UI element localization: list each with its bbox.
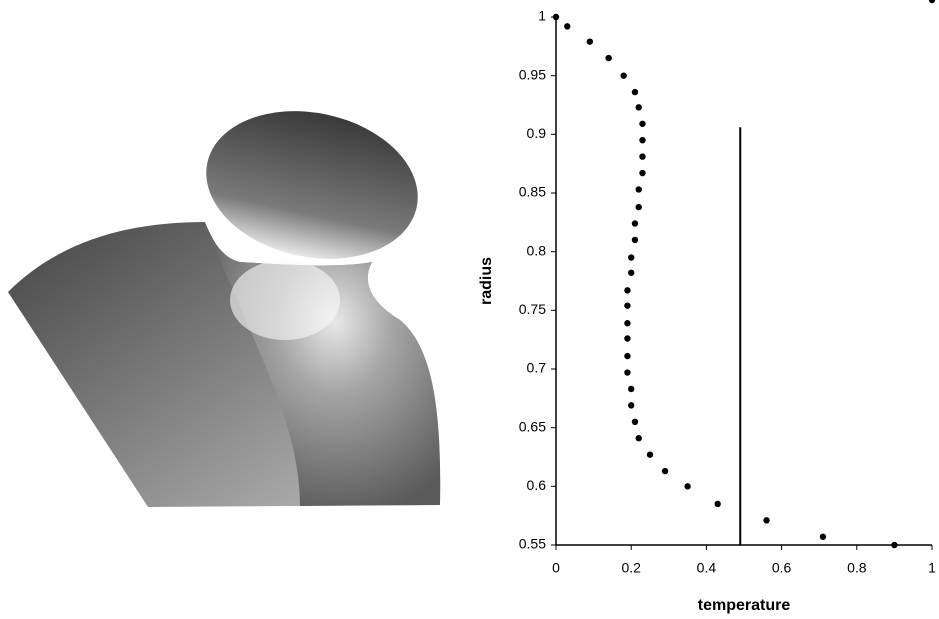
data-point — [632, 237, 638, 243]
data-point — [587, 38, 593, 44]
y-tick-label: 0.7 — [527, 360, 547, 376]
x-tick-label: 0.6 — [772, 560, 792, 576]
data-point — [628, 254, 634, 260]
y-tick-label: 0.9 — [527, 125, 547, 141]
figure: 0 0.2 0.4 0.6 0.8 1 0.55 0.6 0.65 0.7 0.75 0.8 0.85 0… — [0, 0, 939, 619]
x-tick-label: 0 — [552, 560, 560, 576]
data-point — [639, 170, 645, 176]
y-tick-label: 1 — [538, 8, 546, 24]
data-point — [684, 483, 690, 489]
data-point — [639, 121, 645, 127]
data-point — [636, 186, 642, 192]
y-tick-label: 0.95 — [519, 66, 546, 82]
data-point — [628, 402, 634, 408]
x-axis-title: temperature — [698, 597, 791, 614]
data-point — [564, 23, 570, 29]
data-point — [639, 137, 645, 143]
data-point — [624, 335, 630, 341]
data-point — [628, 386, 634, 392]
data-point — [820, 534, 826, 540]
y-tick-label: 0.6 — [527, 477, 547, 493]
data-point — [891, 542, 897, 548]
y-axis-title: radius — [478, 257, 495, 305]
data-point — [763, 517, 769, 523]
data-point — [620, 72, 626, 78]
y-tick-label: 0.75 — [519, 301, 546, 317]
y-tick-label: 0.65 — [519, 418, 546, 434]
data-point — [929, 0, 935, 3]
data-point — [624, 353, 630, 359]
data-point — [605, 55, 611, 61]
x-tick-label: 0.8 — [847, 560, 867, 576]
data-point — [647, 451, 653, 457]
y-tick-label: 0.55 — [519, 536, 546, 552]
data-point — [636, 435, 642, 441]
x-tick-label: 0.2 — [621, 560, 641, 576]
y-tick-label: 0.8 — [527, 242, 547, 258]
data-point — [639, 153, 645, 159]
data-point — [553, 14, 559, 20]
data-point — [632, 419, 638, 425]
data-point — [632, 89, 638, 95]
data-point — [636, 104, 642, 110]
rendered-shape — [8, 92, 440, 507]
data-point — [714, 501, 720, 507]
data-point — [662, 468, 668, 474]
chart: 0 0.2 0.4 0.6 0.8 1 0.55 0.6 0.65 0.7 0.75 0.8 0.85 0… — [519, 0, 936, 576]
data-point — [624, 320, 630, 326]
y-tick-label: 0.85 — [519, 184, 546, 200]
x-tick-label: 0.4 — [697, 560, 717, 576]
data-point — [636, 204, 642, 210]
data-point — [628, 270, 634, 276]
data-point — [624, 287, 630, 293]
data-point — [624, 369, 630, 375]
data-point — [632, 220, 638, 226]
x-tick-label: 1 — [928, 560, 936, 576]
data-point — [624, 302, 630, 308]
